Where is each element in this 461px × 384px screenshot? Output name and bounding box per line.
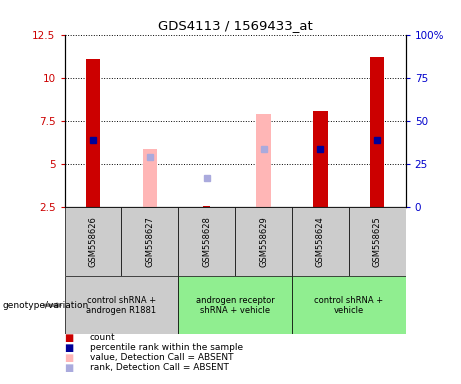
Text: ■: ■ — [65, 333, 74, 343]
Bar — [235, 207, 292, 276]
Text: GSM558629: GSM558629 — [259, 217, 268, 267]
Text: value, Detection Call = ABSENT: value, Detection Call = ABSENT — [90, 353, 233, 362]
Text: percentile rank within the sample: percentile rank within the sample — [90, 343, 243, 353]
Bar — [86, 59, 100, 207]
Text: GSM558625: GSM558625 — [373, 217, 382, 267]
Text: genotype/variation: genotype/variation — [2, 301, 89, 310]
Text: ■: ■ — [65, 353, 74, 363]
Bar — [65, 207, 121, 276]
Bar — [370, 57, 384, 207]
Text: GSM558628: GSM558628 — [202, 217, 211, 267]
Bar — [292, 207, 349, 276]
Text: GSM558624: GSM558624 — [316, 217, 325, 267]
Text: GSM558627: GSM558627 — [145, 217, 154, 267]
Bar — [256, 114, 271, 207]
Bar — [178, 207, 235, 276]
Text: GSM558626: GSM558626 — [89, 217, 97, 267]
Text: count: count — [90, 333, 116, 343]
Text: control shRNA +
androgen R1881: control shRNA + androgen R1881 — [86, 296, 156, 315]
Bar — [313, 111, 327, 207]
Bar — [65, 276, 178, 334]
Text: androgen receptor
shRNA + vehicle: androgen receptor shRNA + vehicle — [196, 296, 274, 315]
Text: ■: ■ — [65, 343, 74, 353]
Bar — [292, 276, 406, 334]
Text: rank, Detection Call = ABSENT: rank, Detection Call = ABSENT — [90, 363, 229, 372]
Title: GDS4113 / 1569433_at: GDS4113 / 1569433_at — [158, 19, 313, 32]
Bar — [349, 207, 406, 276]
Text: control shRNA +
vehicle: control shRNA + vehicle — [314, 296, 384, 315]
Bar — [178, 276, 292, 334]
Bar — [121, 207, 178, 276]
Text: ■: ■ — [65, 363, 74, 373]
Bar — [203, 206, 210, 207]
Bar — [143, 149, 157, 207]
